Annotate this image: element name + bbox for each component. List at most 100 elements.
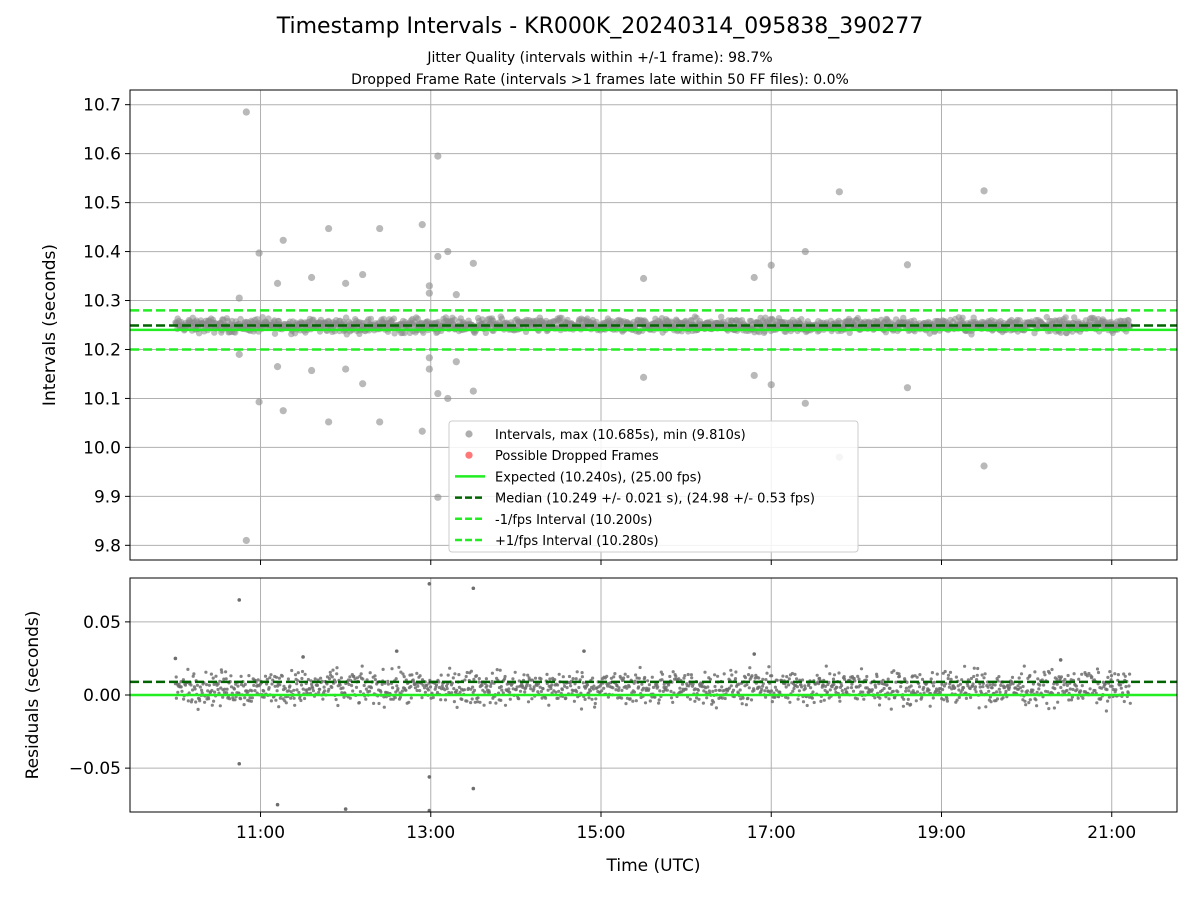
residual-point [368, 689, 372, 693]
residual-point [729, 684, 733, 688]
residual-point [723, 696, 727, 701]
residual-point [422, 686, 427, 690]
legend-label: Expected (10.240s), (25.00 fps) [495, 470, 702, 485]
residual-point [593, 705, 597, 709]
residual-point [729, 668, 733, 672]
residual-point [273, 684, 277, 688]
residual-point [239, 697, 243, 701]
residual-point [995, 690, 999, 694]
interval-outlier-point [418, 427, 426, 435]
interval-point [390, 315, 398, 322]
residual-point [918, 673, 922, 677]
residual-point [752, 688, 756, 693]
residual-point [982, 676, 986, 680]
residual-point [949, 677, 953, 682]
residual-point [333, 680, 338, 684]
residual-outlier-point [471, 586, 476, 591]
residual-point [515, 685, 519, 689]
residual-point [901, 704, 906, 708]
residual-point [526, 673, 530, 677]
residual-point [1043, 673, 1047, 677]
residual-point [714, 688, 718, 693]
x-tick-label: 15:00 [577, 823, 626, 843]
residual-point [176, 690, 180, 694]
residual-point [295, 682, 299, 686]
interval-outlier-point [801, 399, 809, 407]
residual-outlier-point [394, 649, 399, 653]
residual-point [905, 680, 909, 684]
residuals-panel: −0.05 0.00 0.05 11:00 13:00 15:00 17:00 19:00 21… [23, 577, 1178, 876]
interval-outlier-point [255, 398, 263, 406]
residual-point [941, 688, 945, 692]
residual-point [359, 672, 363, 676]
interval-outlier-point [434, 493, 442, 501]
residual-point [929, 677, 933, 681]
residual-point [518, 689, 523, 693]
legend-label: -1/fps Interval (10.200s) [495, 513, 652, 528]
residual-point [594, 697, 598, 701]
residual-point [532, 685, 536, 689]
residual-point [749, 698, 754, 702]
residual-point [308, 687, 312, 691]
residual-point [819, 699, 823, 704]
residual-point [270, 682, 274, 686]
residual-point [761, 677, 765, 682]
residual-point [450, 691, 454, 695]
residual-point [1024, 703, 1028, 707]
residual-point [465, 670, 469, 675]
residual-point [317, 690, 321, 695]
residual-point [650, 675, 654, 679]
residual-point [409, 696, 413, 700]
residual-point [795, 677, 799, 681]
residual-point [472, 688, 477, 693]
residual-point [471, 685, 475, 689]
residual-point [310, 682, 314, 686]
residual-point [1053, 687, 1057, 691]
residual-point [632, 690, 637, 694]
residual-point [209, 672, 213, 676]
residual-point [689, 673, 694, 677]
residual-point [416, 684, 420, 688]
residual-point [500, 688, 504, 692]
residuals-dense-band [173, 664, 1132, 713]
residual-point [581, 681, 585, 685]
residual-point [617, 686, 621, 690]
residual-point [882, 686, 886, 691]
residual-point [1080, 672, 1084, 676]
residual-point [765, 671, 769, 675]
residual-point [212, 682, 216, 687]
residual-point [327, 687, 331, 691]
residual-point [225, 691, 229, 695]
residual-point [443, 688, 447, 692]
residual-point [1047, 671, 1052, 675]
residual-point [1127, 684, 1131, 688]
residual-point [657, 698, 661, 702]
residual-point [211, 676, 215, 680]
residual-point [904, 686, 909, 690]
x-tick-label: 21:00 [1087, 823, 1136, 843]
residual-point [948, 682, 952, 686]
residual-point [993, 683, 997, 687]
interval-outlier-point [307, 366, 316, 375]
residual-point [975, 678, 979, 682]
residual-point [561, 675, 565, 679]
residual-point [963, 664, 967, 668]
residual-point [693, 699, 697, 703]
residual-point [1001, 696, 1005, 700]
residual-point [1095, 701, 1099, 705]
residual-point [280, 674, 284, 678]
interval-outlier-point [242, 108, 250, 116]
interval-outlier-point [359, 270, 367, 279]
residual-point [821, 683, 825, 687]
residual-point [852, 676, 856, 681]
residual-point [646, 679, 650, 683]
residual-point [507, 687, 511, 691]
residual-point [320, 679, 324, 684]
residual-point [958, 682, 963, 686]
residual-point [606, 695, 611, 699]
residual-point [947, 685, 952, 689]
interval-point [846, 329, 853, 336]
residual-point [968, 686, 972, 691]
residual-point [369, 686, 373, 690]
residual-point [945, 697, 949, 701]
